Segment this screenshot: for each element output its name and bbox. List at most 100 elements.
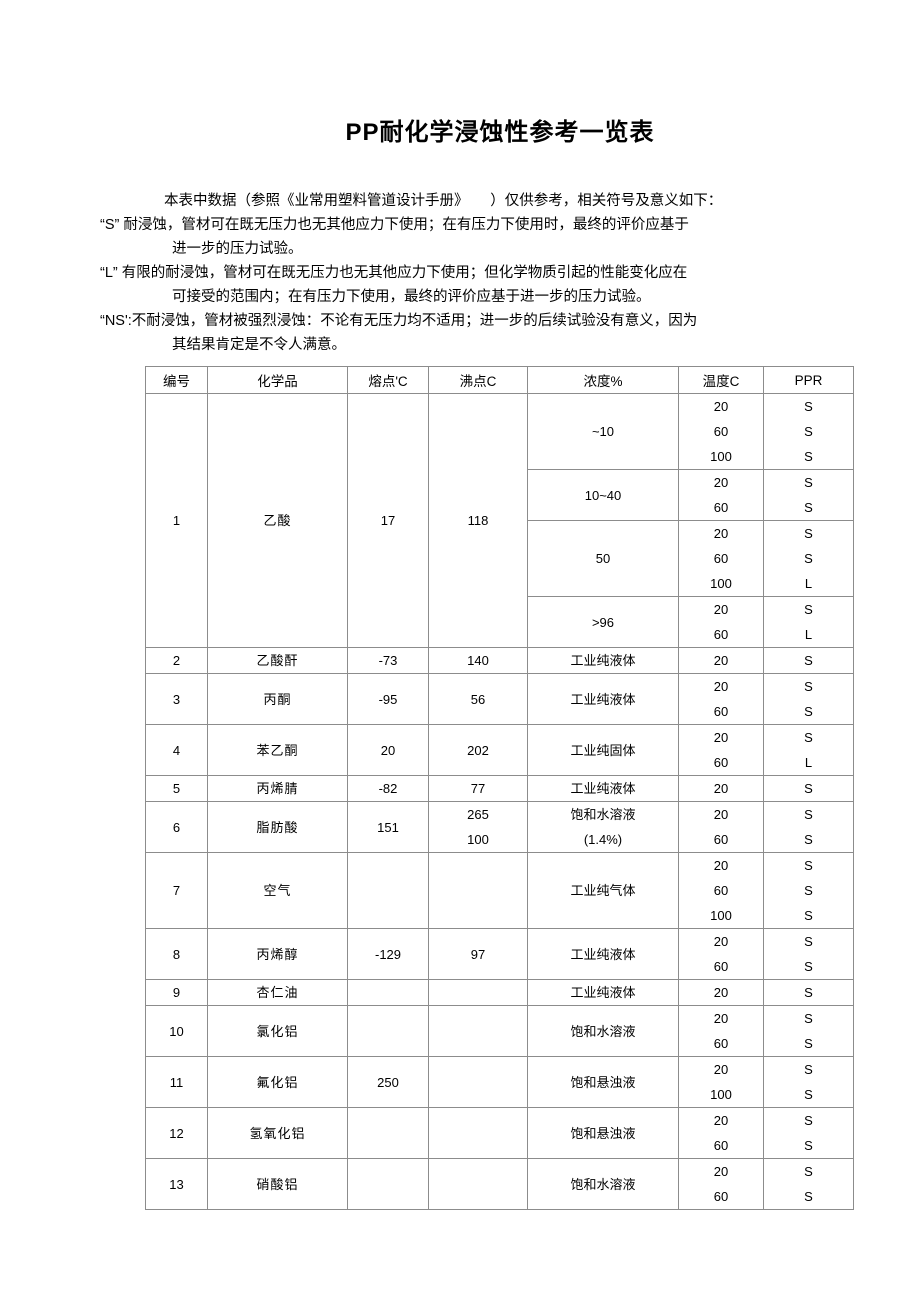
boiling-point: [428, 979, 528, 1006]
temperature: 100: [678, 571, 764, 597]
table-row: 2 乙酸酐 -73 140 工业纯液体 20 S: [145, 647, 854, 674]
temperature: 20: [678, 647, 764, 674]
temperature: 20: [678, 979, 764, 1006]
ppr-rating: S: [763, 1107, 854, 1133]
temperature: 20: [678, 1107, 764, 1133]
concentration: 工业纯液体: [527, 673, 679, 725]
table-row: 100 S: [146, 903, 854, 929]
row-number: 6: [145, 801, 208, 853]
ppr-rating: L: [763, 750, 854, 776]
ppr-rating: S: [763, 1005, 854, 1031]
temperature: 20: [678, 852, 764, 878]
row-number: 5: [145, 775, 208, 802]
ppr-rating: S: [763, 775, 854, 802]
melting-point: 17: [347, 393, 429, 648]
temperature: 60: [678, 827, 764, 853]
temperature: 60: [678, 699, 764, 725]
table-row: 60 S: [146, 495, 854, 521]
ppr-rating: S: [763, 469, 854, 495]
boiling-point: [428, 1056, 528, 1108]
row-number: 10: [145, 1005, 208, 1057]
ppr-rating: S: [763, 520, 854, 546]
ppr-rating: S: [763, 1184, 854, 1210]
table-row: 4 苯乙酮 20 202 工业纯固体 20 S: [145, 724, 854, 776]
ppr-rating: S: [763, 878, 854, 903]
melting-point: [347, 852, 429, 929]
row-number: 9: [145, 979, 208, 1006]
melting-point: -82: [347, 775, 429, 802]
ppr-rating: S: [763, 928, 854, 954]
temperature: 20: [678, 596, 764, 622]
row-number: 12: [145, 1107, 208, 1159]
melting-point: [347, 1107, 429, 1159]
melting-point: 250: [347, 1056, 429, 1108]
table-row: 3 丙酮 -95 56 工业纯液体 20 S: [145, 673, 854, 725]
table-row: 6 脂肪酸 151 265 100 饱和水溶液 (1.4%) 20 S: [145, 801, 854, 853]
chemical-resistance-table: 编号 化学品 熔点'C 沸点C 浓度% 温度C PPR 1 乙酸 17 118 ~10 2…: [145, 366, 854, 1210]
concentration: 50: [527, 520, 679, 597]
table-row: 60 S: [146, 878, 854, 903]
note-line-l-2: 可接受的范围内；在有压力下使用，最终的评价应基于进一步的压力试验。: [172, 289, 651, 305]
ppr-rating: S: [763, 979, 854, 1006]
table-row: 100 L: [146, 571, 854, 597]
chemical-name: 苯乙酮: [207, 724, 348, 776]
temperature: 20: [678, 801, 764, 827]
temperature: 60: [678, 546, 764, 571]
temperature: 100: [678, 903, 764, 929]
chemical-name: 氯化铝: [207, 1005, 348, 1057]
temperature: 60: [678, 878, 764, 903]
concentration: 饱和水溶液: [527, 1005, 679, 1057]
temperature: 60: [678, 954, 764, 980]
chemical-name: 乙酸: [207, 393, 348, 648]
table-header-row: 编号 化学品 熔点'C 沸点C 浓度% 温度C PPR: [145, 366, 854, 394]
boiling-point: 265 100: [428, 801, 528, 853]
boiling-point: [428, 1107, 528, 1159]
table-row: 10~40 20 S: [146, 469, 854, 521]
notes-block: 本表中数据（参照《业常用塑料管道设计手册》 ）仅供参考，相关符号及意义如下： “…: [100, 189, 830, 357]
table-row: >96 20 S: [146, 596, 854, 648]
table-row: 60 S: [146, 1184, 854, 1210]
ppr-rating: S: [763, 596, 854, 622]
temperature: 60: [678, 495, 764, 521]
note-line-s-2: 进一步的压力试验。: [172, 241, 303, 257]
note-line-source: 本表中数据（参照《业常用塑料管道设计手册》 ）仅供参考，相关符号及意义如下：: [164, 193, 723, 209]
temperature: 20: [678, 1005, 764, 1031]
ppr-rating: S: [763, 393, 854, 419]
table-row: 1 乙酸 17 118 ~10 20 S: [145, 393, 854, 648]
temperature: 60: [678, 750, 764, 776]
ppr-rating: S: [763, 673, 854, 699]
table-row: 8 丙烯醇 -129 97 工业纯液体 20 S: [145, 928, 854, 980]
ppr-rating: S: [763, 1031, 854, 1057]
boiling-point: 140: [428, 647, 528, 674]
ppr-rating: S: [763, 724, 854, 750]
ppr-rating: S: [763, 801, 854, 827]
melting-point: -129: [347, 928, 429, 980]
temperature: 60: [678, 1133, 764, 1159]
temperature: 20: [678, 469, 764, 495]
table-row: 13 硝酸铝 饱和水溶液 20 S: [145, 1158, 854, 1210]
temperature: 60: [678, 1031, 764, 1057]
table-row: 60 S: [146, 1133, 854, 1159]
table-row: 9 杏仁油 工业纯液体 20 S: [145, 979, 854, 1006]
ppr-rating: S: [763, 1158, 854, 1184]
row-number: 13: [145, 1158, 208, 1210]
ppr-rating: L: [763, 571, 854, 597]
note-line-ns-1: “NS':不耐浸蚀，管材被强烈浸蚀：不论有无压力均不适用；进一步的后续试验没有意…: [100, 313, 698, 329]
header-cell-temperature: 温度C: [678, 366, 764, 394]
ppr-rating: S: [763, 1056, 854, 1082]
table-row: 60 S: [146, 419, 854, 444]
note-line-ns-2: 其结果肯定是不令人满意。: [172, 337, 346, 353]
table-row: 10 氯化铝 饱和水溶液 20 S: [145, 1005, 854, 1057]
chemical-name: 氢氧化铝: [207, 1107, 348, 1159]
table-row: 60 S: [146, 954, 854, 980]
ppr-rating: S: [763, 954, 854, 980]
note-line-l-1: “L” 有限的耐浸蚀，管材可在既无压力也无其他应力下使用；但化学物质引起的性能变…: [100, 265, 688, 281]
chemical-name: 氟化铝: [207, 1056, 348, 1108]
table-row: 5 丙烯腈 -82 77 工业纯液体 20 S: [145, 775, 854, 802]
melting-point: [347, 1005, 429, 1057]
row-number: 7: [145, 852, 208, 929]
concentration: ~10: [527, 393, 679, 470]
boiling-point: [428, 1158, 528, 1210]
table-row: 100 S: [146, 1082, 854, 1108]
row-number: 8: [145, 928, 208, 980]
